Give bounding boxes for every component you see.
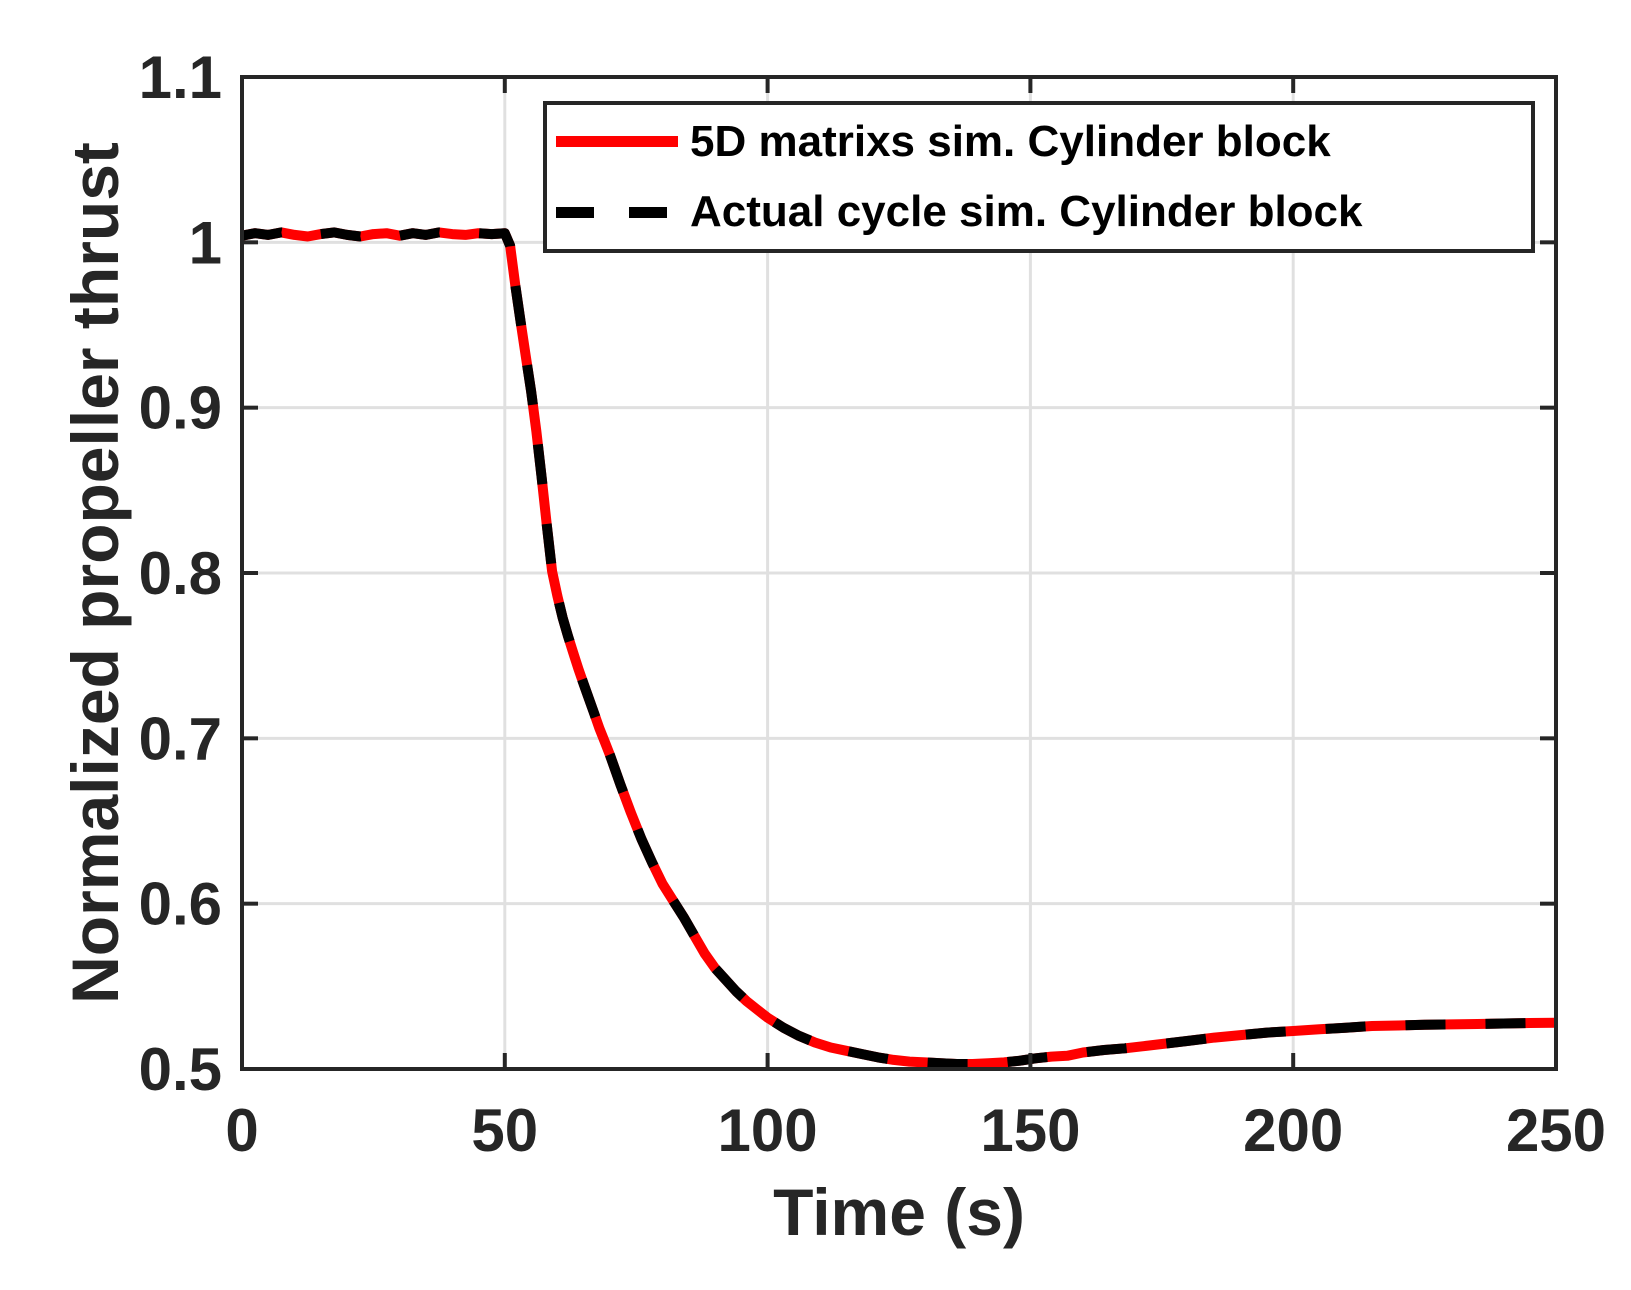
x-tick-label: 0	[225, 1097, 258, 1164]
x-tick-label: 50	[471, 1097, 538, 1164]
legend: 5D matrixs sim. Cylinder block Actual cy…	[543, 101, 1535, 253]
series-curves	[241, 227, 1557, 1069]
x-tick-label: 150	[980, 1097, 1080, 1164]
legend-item-actual-cycle: Actual cycle sim. Cylinder block	[547, 178, 1531, 246]
x-tick-label: 100	[718, 1097, 818, 1164]
series-actual-cycle-line	[241, 227, 1557, 1069]
x-tick-label: 250	[1506, 1097, 1606, 1164]
y-tick-label: 0.7	[139, 705, 222, 772]
x-axis-label: Time (s)	[773, 1175, 1025, 1249]
y-tick-label: 0.8	[139, 540, 222, 607]
y-tick-label: 0.5	[139, 1036, 222, 1103]
legend-label-actual-cycle: Actual cycle sim. Cylinder block	[690, 187, 1363, 237]
legend-label-5d-matrix: 5D matrixs sim. Cylinder block	[690, 116, 1331, 166]
y-tick-labels: 0.5 0.6 0.7 0.8 0.9 1 1.1	[139, 44, 222, 1103]
y-axis-label: Normalized propeller thrust	[58, 142, 132, 1004]
legend-black-dashed-line-sample	[556, 206, 678, 218]
x-tick-label: 200	[1243, 1097, 1343, 1164]
y-tick-label: 1.1	[139, 44, 222, 111]
y-tick-label: 1	[189, 209, 222, 276]
legend-item-5d-matrix: 5D matrixs sim. Cylinder block	[547, 108, 1531, 176]
legend-red-solid-line-sample	[556, 136, 678, 148]
series-5d-matrix-line	[241, 227, 1557, 1069]
y-tick-label: 0.6	[139, 871, 222, 938]
x-tick-labels: 0 50 100 150 200 250	[225, 1097, 1606, 1164]
y-tick-label: 0.9	[139, 375, 222, 442]
tick-marks	[240, 75, 1558, 1071]
